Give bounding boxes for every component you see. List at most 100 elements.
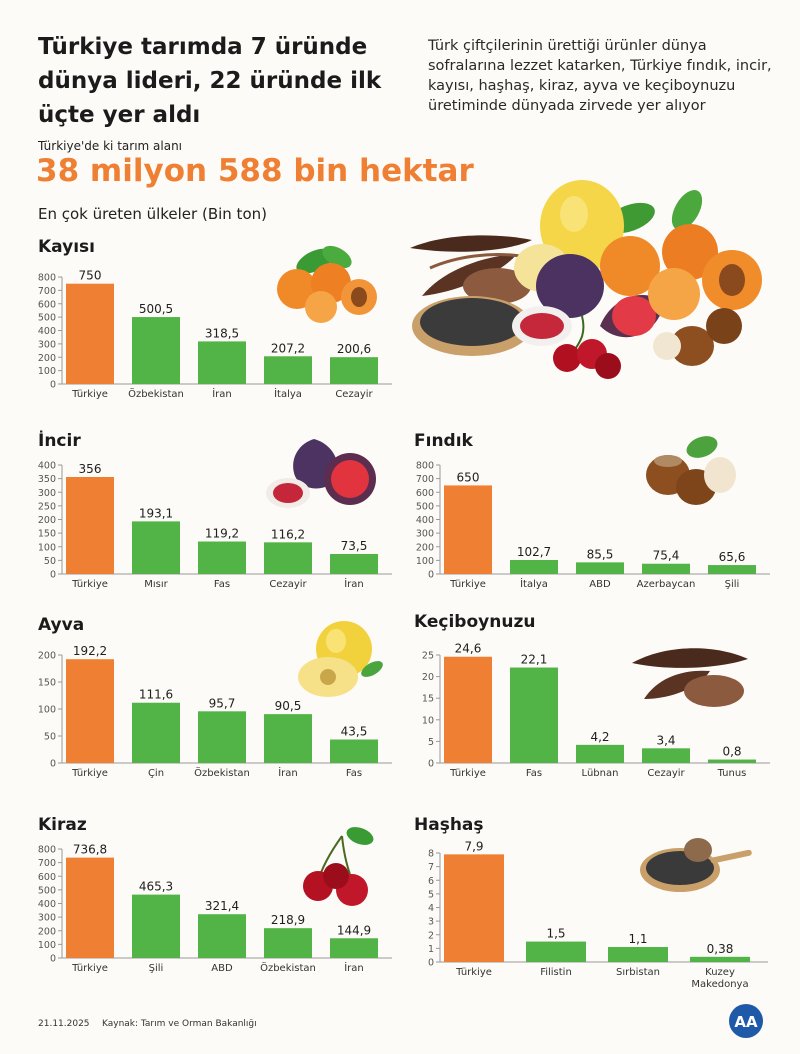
data-label: 65,6 [719,550,746,564]
y-tick-label: 400 [38,899,56,910]
y-tick-label: 8 [428,849,434,860]
bar-ayva-4 [330,739,378,763]
bar-kayisi-2 [198,341,246,384]
data-label: 207,2 [271,341,305,355]
y-tick-label: 400 [38,326,56,337]
category-label: Türkiye [449,579,486,590]
y-tick-label: 300 [38,913,56,924]
bar-findik-3 [642,563,690,574]
y-tick-label: 200 [38,926,56,937]
y-tick-label: 400 [38,461,56,472]
y-tick-label: 5 [428,737,434,748]
bar-incir-3 [264,542,312,574]
chart-title-hashas: Haşhaş [414,815,484,835]
apricot-icon [277,245,377,323]
data-label: 22,1 [521,653,548,667]
y-tick-label: 700 [38,286,56,297]
chart-kiraz: 0 100 200 300 400 500 600 700 800 736,8 Türkiye 465… [38,843,392,974]
data-label: 192,2 [73,644,107,658]
y-tick-label: 15 [422,694,434,705]
bar-ayva-2 [198,711,246,763]
chart-title-ayva: Ayva [38,615,85,635]
category-label: Mısır [144,579,168,590]
data-label: 119,2 [205,527,239,541]
poppy-seed-icon [640,838,752,892]
chart-keciboynuzu: 0 5 10 15 20 25 24,6 Türkiye 22,1 Fas 4,2 Lübnan 3,4… [422,642,770,779]
cherry-icon [303,827,374,906]
data-label: 318,5 [205,326,239,340]
category-label: Azerbaycan [637,579,696,590]
category-label: Makedonya [691,979,748,990]
y-tick-label: 6 [428,876,434,887]
y-tick-label: 100 [38,705,56,716]
y-tick-label: 50 [44,732,56,743]
bar-ayva-3 [264,714,312,763]
y-tick-label: 300 [38,339,56,350]
data-label: 116,2 [271,527,305,541]
y-tick-label: 100 [38,366,56,377]
category-label: Cezayir [269,579,307,590]
bar-kayisi-4 [330,357,378,384]
category-label: Şili [725,579,740,590]
aa-logo-icon: AA [729,1004,763,1038]
data-label: 356 [79,462,102,476]
category-label: Özbekistan [194,766,250,779]
bar-keciboynuzu-1 [510,667,558,763]
fig-icon [266,439,376,508]
bar-findik-1 [510,560,558,574]
category-label: Lübnan [582,768,619,779]
y-tick-label: 800 [416,461,434,472]
y-tick-label: 0 [50,570,56,581]
agricultural-area-value: 38 milyon 588 bin hektar [36,153,474,189]
y-tick-label: 4 [428,903,434,914]
data-label: 500,5 [139,302,173,316]
y-tick-label: 2 [428,930,434,941]
data-label: 750 [79,269,102,283]
category-label: Fas [346,768,362,779]
data-label: 3,4 [656,733,675,747]
y-tick-label: 150 [38,529,56,540]
data-label: 465,3 [139,880,173,894]
bar-findik-4 [708,565,756,574]
data-label: 200,6 [337,342,371,356]
y-tick-label: 200 [38,515,56,526]
chart-kayisi: 0 100 200 300 400 500 600 700 800 750 Türkiye 500,5… [38,269,392,400]
footer-source: Kaynak: Tarım ve Orman Bakanlığı [102,1019,257,1029]
y-tick-label: 350 [38,474,56,485]
bar-kiraz-4 [330,938,378,958]
bar-incir-0 [66,476,114,574]
category-label: Filistin [540,967,572,978]
bar-kayisi-3 [264,356,312,384]
data-label: 650 [457,470,480,484]
bar-keciboynuzu-2 [576,744,624,763]
y-tick-label: 10 [422,715,434,726]
y-tick-label: 3 [428,917,434,928]
bar-findik-0 [444,485,492,574]
bar-kayisi-0 [66,283,114,384]
y-tick-label: 800 [38,273,56,284]
fruit-collage-illustration [410,180,762,379]
category-label: Cezayir [647,768,685,779]
y-tick-label: 700 [416,474,434,485]
y-tick-label: 0 [428,759,434,770]
chart-ayva: 0 50 100 150 200 192,2 Türkiye 111,6 Çin 95,7 Özbe… [38,644,392,779]
data-label: 1,5 [546,927,565,941]
bar-kiraz-1 [132,894,180,958]
category-label: Türkiye [71,389,108,400]
y-tick-label: 500 [416,501,434,512]
bar-hashas-3 [690,956,750,962]
data-label: 193,1 [139,506,173,520]
bar-keciboynuzu-0 [444,656,492,763]
y-tick-label: 20 [422,672,434,683]
y-tick-label: 700 [38,858,56,869]
category-label: Tunus [717,768,747,779]
bar-findik-2 [576,562,624,574]
category-label: Şili [149,963,164,974]
y-tick-label: 100 [38,542,56,553]
y-tick-label: 300 [416,529,434,540]
bar-kiraz-2 [198,914,246,958]
bar-incir-1 [132,521,180,574]
y-tick-label: 50 [44,556,56,567]
data-label: 90,5 [275,699,302,713]
agricultural-area-label: Türkiye'de ki tarım alanı [38,139,183,153]
